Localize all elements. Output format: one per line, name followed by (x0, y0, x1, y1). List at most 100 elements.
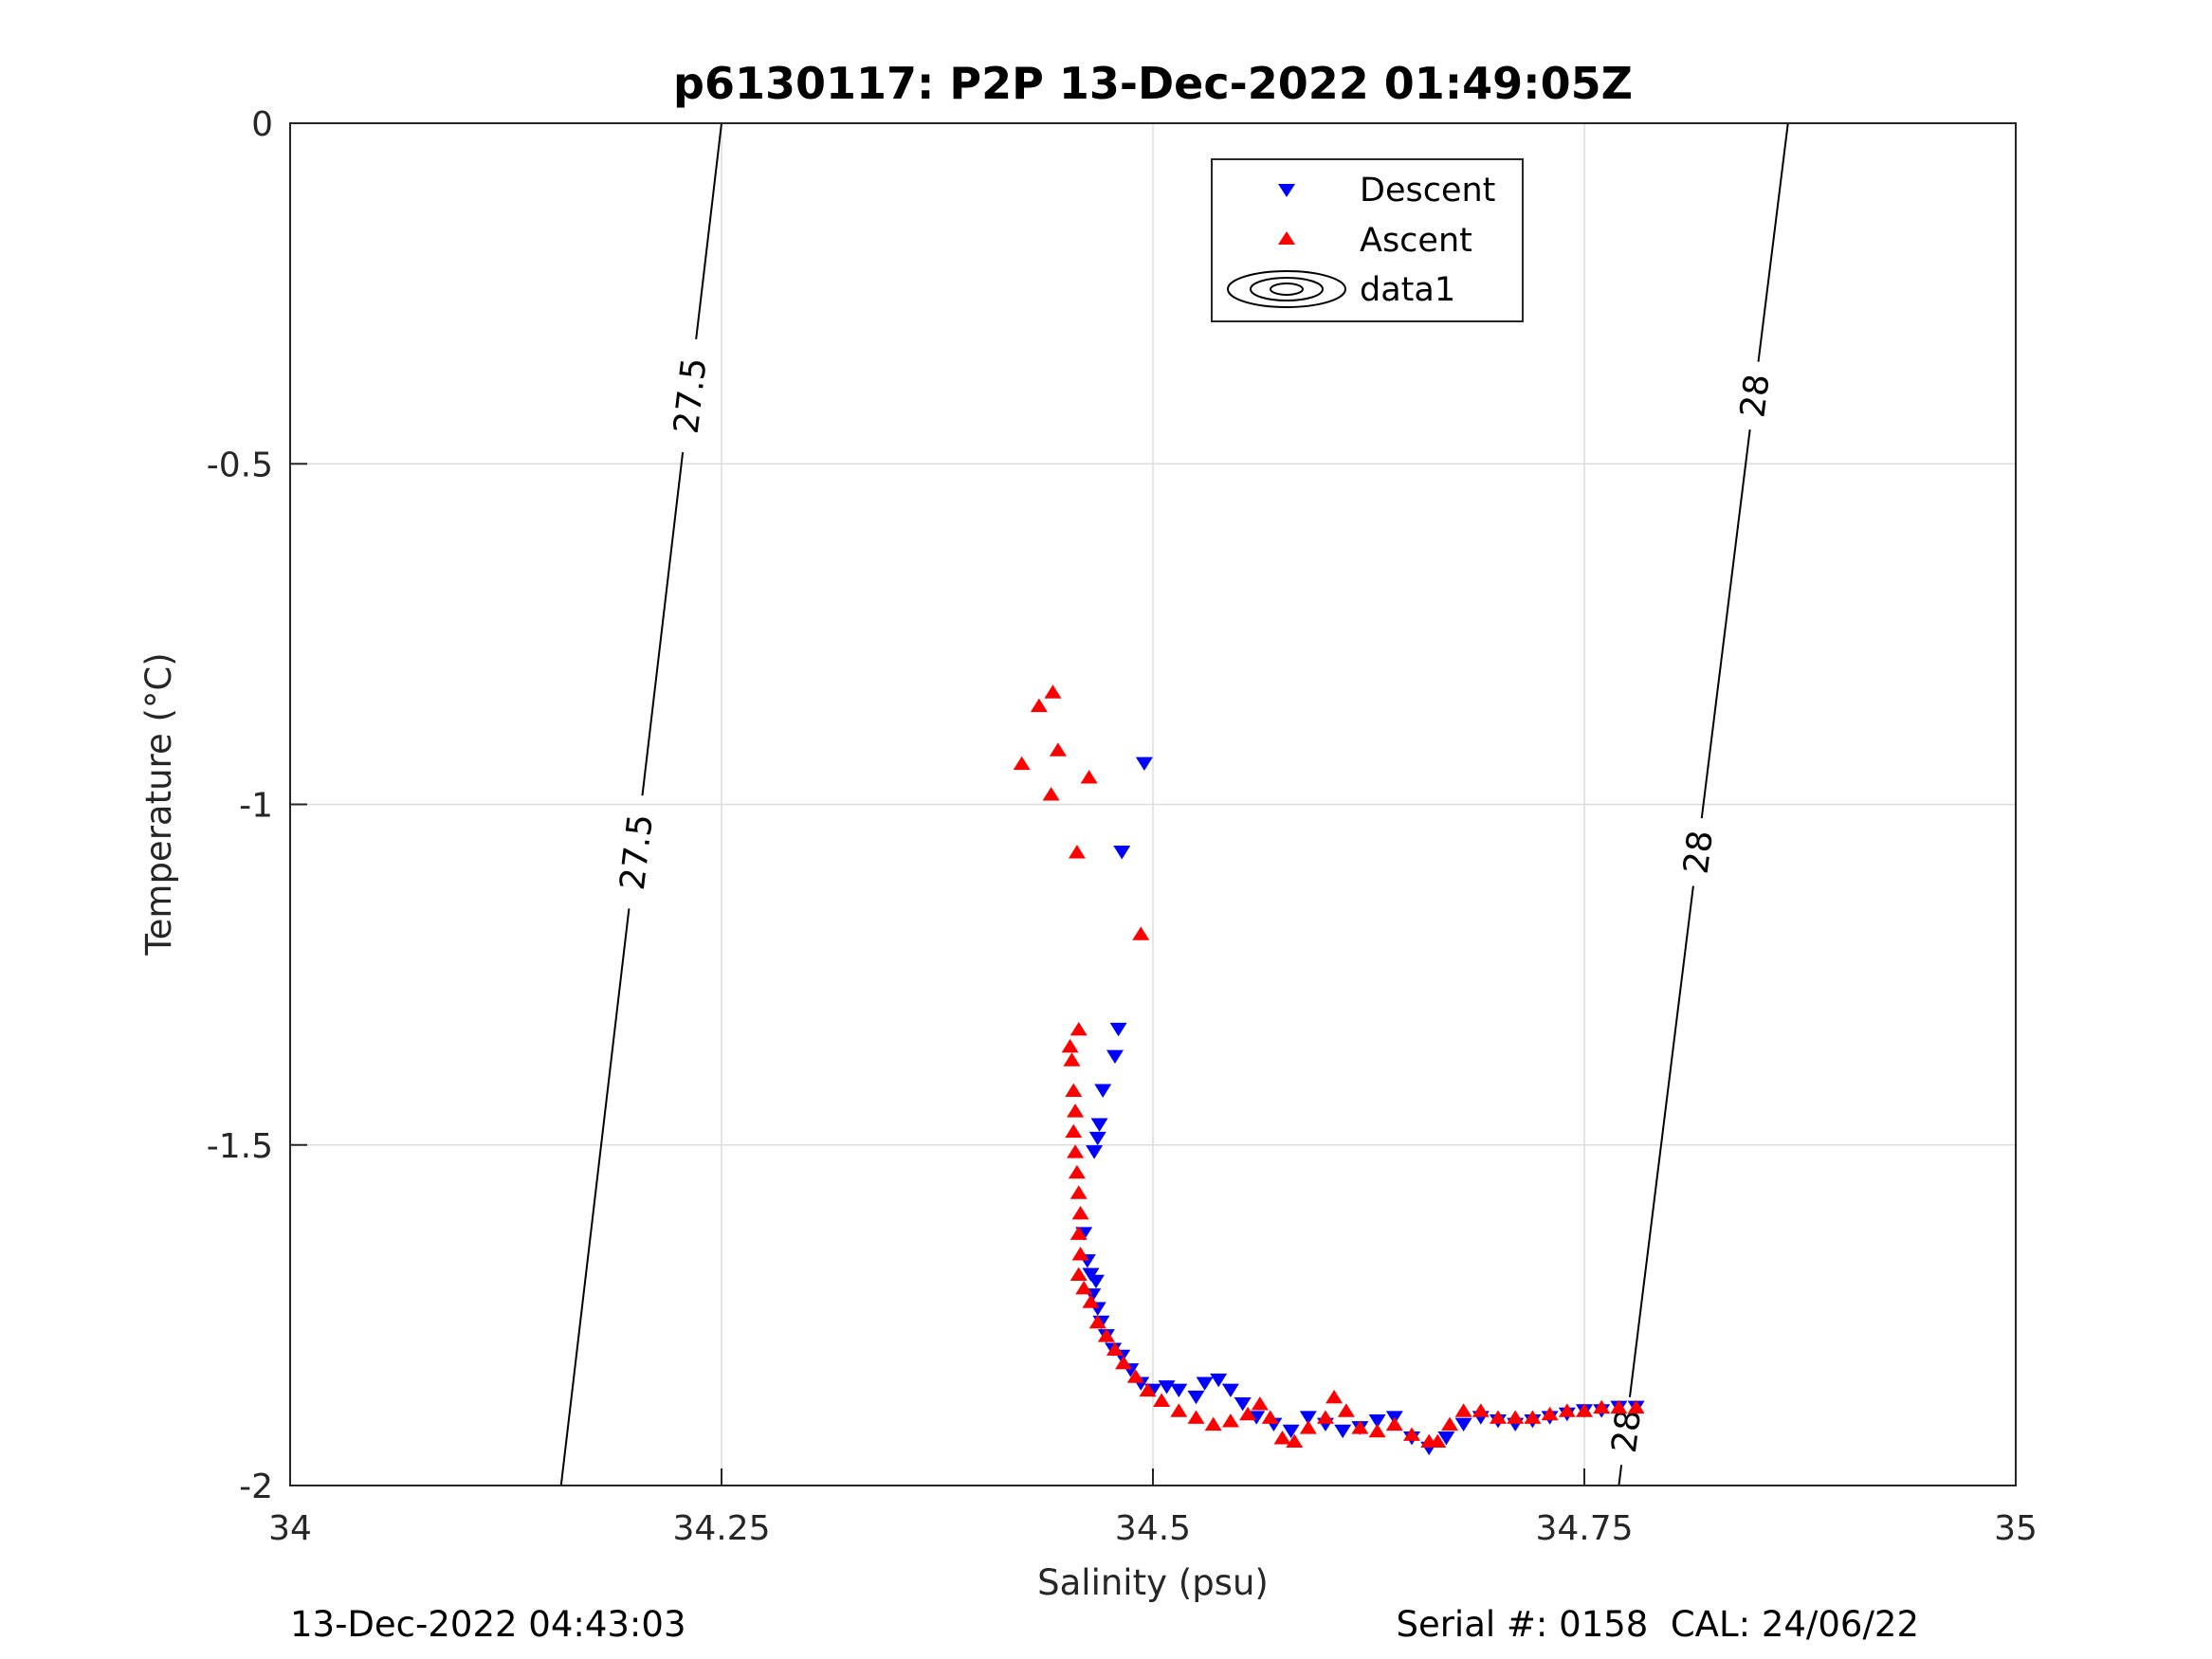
ascent-point (1317, 1410, 1334, 1424)
ascent-point (1558, 1403, 1576, 1417)
ascent-point (1139, 1382, 1157, 1397)
ascent-point (1013, 756, 1031, 771)
ascent-point (1593, 1399, 1611, 1414)
ascent-point (1069, 1226, 1088, 1240)
y-tick-label: -0.5 (207, 446, 273, 484)
y-tick-label: -1 (239, 787, 273, 826)
descent-point (1196, 1376, 1214, 1391)
legend: Descent Ascent data1 (1211, 158, 1524, 322)
ascent-point (1115, 1356, 1133, 1370)
ascent-point (1261, 1410, 1279, 1424)
ascent-point (1097, 1328, 1115, 1342)
ascent-point (1429, 1433, 1447, 1449)
y-tick-label: 0 (251, 105, 273, 144)
ascent-point (1490, 1410, 1507, 1424)
ascent-point (1541, 1406, 1559, 1421)
ascent-point (1067, 1144, 1085, 1158)
ascent-point (1325, 1389, 1344, 1404)
descent-point (1113, 846, 1131, 860)
ascent-point (1075, 1280, 1093, 1295)
ascent-point (1273, 1431, 1291, 1445)
x-tick-label: 34.5 (1115, 1509, 1191, 1548)
descent-point (1187, 1390, 1205, 1405)
ascent-point (1627, 1399, 1645, 1414)
ascent-point (1071, 1205, 1089, 1220)
ascent-point (1403, 1427, 1420, 1441)
descent-point (1437, 1431, 1455, 1446)
contour-line-segment (1628, 885, 1694, 1397)
ascent-point (1106, 1341, 1124, 1357)
contour-line-segment (559, 908, 631, 1486)
descent-point (1106, 1049, 1124, 1064)
legend-contour-icon (1227, 270, 1346, 308)
descent-point (1086, 1145, 1104, 1159)
ascent-point (1049, 742, 1067, 757)
ascent-point (1065, 1123, 1083, 1139)
descent-point (1334, 1424, 1352, 1439)
ascent-point (1126, 1369, 1144, 1383)
descent-point (1170, 1383, 1188, 1398)
ascent-point (1030, 698, 1048, 713)
ascent-point (1286, 1433, 1304, 1449)
x-tick-label: 34.75 (1535, 1509, 1633, 1548)
legend-descent-marker (1278, 184, 1295, 197)
ascent-point (1337, 1403, 1355, 1417)
footer-timestamp: 13-Dec-2022 04:43:03 (290, 1604, 686, 1645)
footer-serial-cal: Serial #: 0158 CAL: 24/06/22 (1396, 1604, 1919, 1645)
descent-point (1299, 1411, 1317, 1425)
density-contours: 27.5 27.5 28 28 28 (559, 122, 1789, 1486)
contour-line-segment (1700, 429, 1751, 819)
ascent-point (1063, 1052, 1081, 1066)
data-points (1013, 684, 1645, 1456)
contour-line-segment (1618, 1465, 1623, 1486)
chart-title: p6130117: P2P 13-Dec-2022 01:49:05Z (673, 58, 1633, 109)
ascent-point (1153, 1393, 1171, 1407)
y-tick-label: -2 (239, 1468, 273, 1506)
legend-descent-label: Descent (1360, 172, 1495, 210)
contour-label: 28 (1733, 372, 1777, 420)
x-tick-label: 35 (1994, 1509, 2038, 1548)
ascent-point (1088, 1314, 1106, 1329)
ascent-point (1472, 1403, 1490, 1417)
ascent-point (1507, 1410, 1525, 1424)
ascent-point (1061, 1038, 1079, 1053)
ascent-point (1068, 1164, 1086, 1179)
legend-box (1211, 158, 1524, 322)
descent-point (1135, 757, 1153, 772)
x-axis-label: Salinity (psu) (1037, 1562, 1269, 1603)
ascent-point (1132, 926, 1150, 940)
ascent-point (1221, 1413, 1239, 1428)
ascent-point (1044, 684, 1062, 699)
ascent-point (1080, 770, 1098, 784)
contour-label: 28 (1677, 829, 1721, 877)
x-tick-label: 34 (268, 1509, 312, 1548)
ascent-point (1068, 845, 1086, 859)
ascent-point (1441, 1416, 1459, 1431)
contour-line-segment (641, 451, 685, 796)
ascent-point (1069, 1185, 1088, 1199)
contour-line-segment (1757, 122, 1789, 362)
descent-point (1368, 1413, 1386, 1429)
contour-label: 27.5 (667, 356, 715, 435)
descent-point (1221, 1383, 1239, 1398)
descent-point (1087, 1274, 1105, 1289)
ascent-point (1610, 1399, 1628, 1414)
descent-point (1210, 1373, 1228, 1388)
ascent-point (1576, 1403, 1593, 1417)
ascent-point (1204, 1416, 1222, 1431)
descent-point (1090, 1118, 1108, 1132)
contour-label: 28 (1605, 1407, 1649, 1455)
ascent-point (1299, 1420, 1317, 1434)
contour-line-segment (695, 122, 722, 339)
ascent-point (1239, 1406, 1257, 1421)
ascent-point (1065, 1083, 1083, 1098)
descent-point (1454, 1417, 1472, 1431)
x-tick-label: 34.25 (672, 1509, 770, 1548)
axis-ticks: 34 34.25 34.5 34.75 35 0 -0.5 -1 -1.5 -2 (207, 105, 2038, 1548)
ascent-point (1251, 1396, 1269, 1411)
descent-point (1282, 1424, 1300, 1439)
descent-point (1234, 1397, 1252, 1412)
ascent-point (1069, 1021, 1088, 1036)
